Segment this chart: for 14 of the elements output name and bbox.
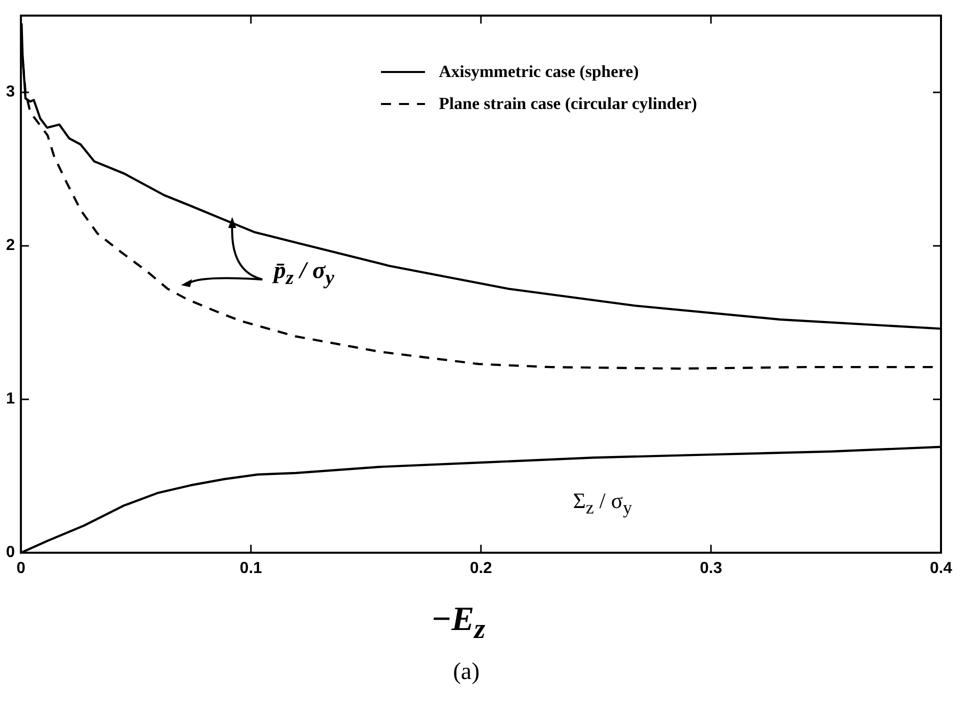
annotation: p̄$_{z}$ / σ$_{y}$ xyxy=(274,258,334,290)
annotation: Σ$_{z}$ / σ$_{y}$ xyxy=(572,488,632,519)
y-tick-label: 0 xyxy=(6,544,15,562)
y-tick-label: 1 xyxy=(6,390,15,408)
x-tick-label: 0.3 xyxy=(700,560,722,577)
y-tick-label: 3 xyxy=(6,84,15,101)
legend-label: Axisymmetric case (sphere) xyxy=(438,62,639,82)
x-tick-label: 0.1 xyxy=(240,560,262,577)
x-axis-title: −E$_{z}$ xyxy=(430,600,486,646)
y-tick-label: 2 xyxy=(6,237,15,254)
text: (a) xyxy=(452,658,480,686)
x-tick-label: 0.4 xyxy=(930,560,952,577)
x-tick-label: 0.2 xyxy=(470,560,492,577)
legend-label: Plane strain case (circular cylinder) xyxy=(438,94,697,114)
